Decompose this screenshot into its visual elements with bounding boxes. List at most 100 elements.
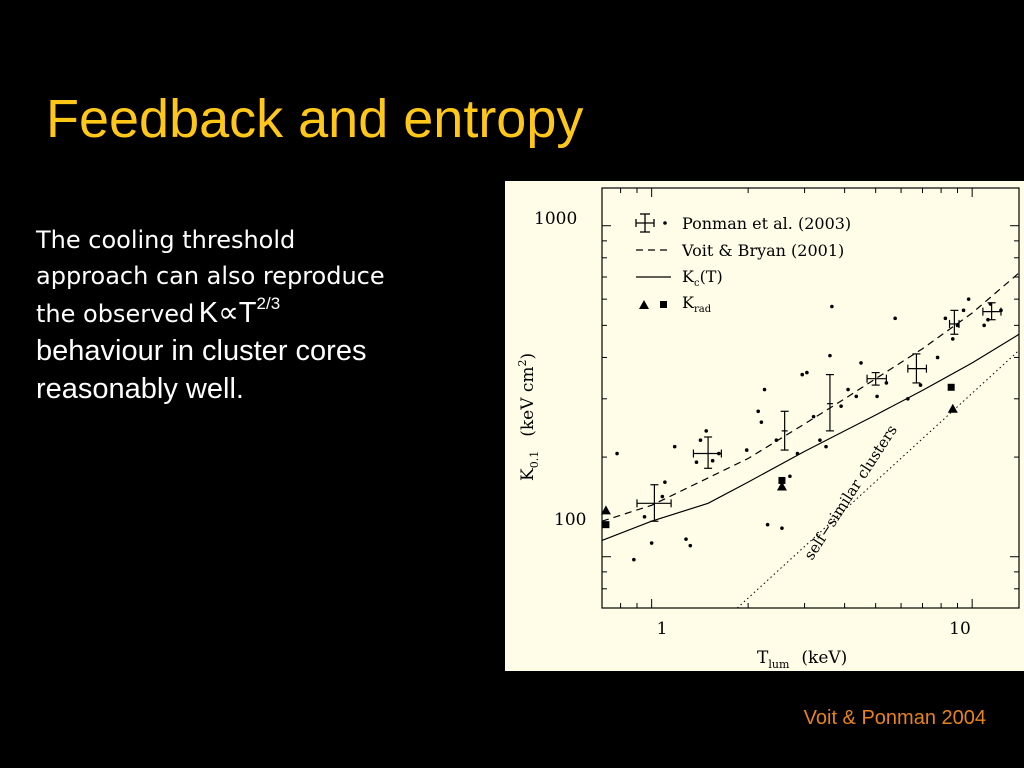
scatter-dot [649, 541, 654, 545]
scatter-dot [859, 361, 863, 365]
error-bar-point [866, 371, 887, 386]
y-label-sub: 0.1 [528, 451, 541, 469]
scatter-dot [774, 438, 779, 442]
krad-square [778, 476, 786, 484]
series-line-solid_line [601, 333, 1020, 541]
scatter-dot [756, 409, 761, 414]
x-label-main: T [757, 648, 769, 668]
body-line-5: reasonably well. [36, 373, 244, 405]
scatter-dot [935, 355, 940, 360]
chart-svg: 1000 100 1 10 Tlum (keV) K0.1(keV cm2) Po… [516, 187, 1020, 671]
krad-triangle [947, 403, 958, 413]
series-line-dashed_line [601, 272, 1020, 522]
legend: Ponman et al. (2003) Voit & Bryan (2001)… [635, 213, 851, 315]
scatter-dot [846, 387, 850, 392]
scatter-dot [795, 451, 800, 456]
body-line-3: the observed K∝T2/3 [36, 294, 466, 332]
scatter-dot [688, 543, 693, 548]
body-line-4: behaviour in cluster cores [36, 335, 367, 367]
scatter-dot [918, 383, 923, 387]
legend-kc-sub: c [694, 278, 700, 289]
scatter-dot [698, 438, 703, 442]
expr-exponent: 2/3 [256, 294, 281, 313]
scatter-dot [615, 451, 619, 456]
krad-triangle [776, 481, 787, 491]
legend-kc-tail: (T) [700, 267, 723, 286]
scatter-dot [884, 381, 889, 385]
y-tick-label-1000: 1000 [534, 209, 577, 229]
x-tick-label-1: 1 [657, 619, 668, 639]
y-axis-label: K0.1 (keV cm2) [516, 353, 541, 481]
scatter-dot [704, 429, 709, 433]
scatter-dot [893, 316, 897, 321]
legend-kc-main: K [682, 267, 695, 286]
slide-title: Feedback and entropy [46, 89, 584, 149]
scatter-dot [966, 297, 971, 301]
chart-curves [601, 272, 1020, 609]
scatter-dot [660, 494, 665, 499]
expr-t: T [238, 297, 257, 329]
y-tick-label-100: 100 [554, 510, 586, 530]
legend-ponman-label: Ponman et al. (2003) [682, 214, 851, 233]
citation-credit: Voit & Ponman 2004 [803, 707, 986, 729]
scatter-dot [684, 537, 688, 541]
krad-triangle [600, 505, 611, 515]
x-label-sub: lum [768, 658, 790, 671]
self-similar-annotation: self−similar clusters [800, 422, 901, 564]
legend-ponman-dot [663, 221, 667, 225]
error-bar-point [636, 484, 672, 522]
scatter-dot [694, 460, 699, 465]
error-bar-point [948, 309, 960, 335]
scatter-dot [982, 323, 986, 328]
k-proportional-t-expression: K∝T2/3 [198, 294, 281, 329]
legend-krad-main: K [682, 293, 695, 312]
legend-ponman-symbol [635, 213, 655, 233]
body-line-2: approach can also reproduce [36, 262, 385, 290]
krad-square [947, 383, 955, 391]
scatter-dot [759, 420, 764, 424]
legend-voit-label: Voit & Bryan (2001) [681, 241, 844, 260]
axis-ticks [601, 188, 1019, 609]
scatter-dot [950, 337, 955, 341]
x-label-unit: (keV) [801, 648, 847, 668]
plot-frame [601, 187, 1020, 609]
scatter-dot [824, 444, 828, 449]
legend-kc-label: Kc(T) [682, 267, 723, 289]
scatter-dot [830, 304, 834, 309]
error-bar-point [780, 410, 789, 451]
x-tick-label-10: 10 [949, 619, 971, 639]
scatter-dot [744, 448, 749, 452]
error-bar-point [825, 373, 834, 432]
scatter-dot [632, 557, 636, 562]
expr-proportional: ∝ [218, 297, 239, 329]
scatter-dot [800, 372, 805, 377]
y-label-close: ) [518, 353, 538, 360]
scatter-dot [788, 474, 792, 479]
error-bar-point [692, 436, 722, 469]
scatter-dot [818, 438, 822, 442]
body-line-1: The cooling threshold [36, 226, 296, 254]
scatter-dot [780, 526, 784, 530]
scatter-dot [811, 414, 816, 419]
scatter-dot [805, 370, 809, 375]
slide-body: The cooling threshold approach can also … [36, 222, 466, 408]
y-label-sup: 2 [516, 359, 529, 366]
scatter-dot [642, 515, 647, 519]
scatter-dot [710, 458, 715, 463]
y-label-main: K [518, 468, 538, 481]
legend-krad-sub: rad [694, 304, 712, 315]
scatter-dot [875, 394, 879, 399]
legend-krad-triangle [639, 300, 649, 309]
scatter-dot [762, 387, 767, 392]
series-line-dotted_line [736, 350, 1020, 609]
x-axis-label: Tlum (keV) [757, 648, 847, 671]
body-line-3-prefix: the observed [36, 300, 195, 328]
scatter-dot [663, 480, 667, 484]
error-bar-point [982, 302, 1002, 321]
scatter-dot [906, 396, 910, 401]
scatter-dot [765, 522, 770, 527]
expr-k: K [198, 297, 219, 329]
scatter-dot [854, 394, 859, 399]
y-label-unit: (keV cm [518, 366, 538, 436]
scatter-dot [672, 444, 677, 449]
